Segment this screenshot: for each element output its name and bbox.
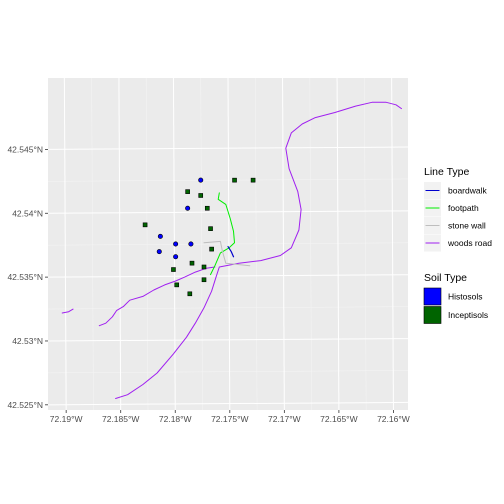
histosols-point <box>188 241 194 247</box>
x-tick-label: 72.185°W <box>102 414 139 424</box>
footpath-line <box>210 192 235 276</box>
stone-wall-line <box>203 240 251 267</box>
soil-type-legend-title: Soil Type <box>424 272 467 284</box>
major-grid-x <box>63 77 67 411</box>
x-tick-label: 72.165°W <box>320 414 357 424</box>
inceptisols-point <box>185 189 190 194</box>
x-tick-label: 72.19°W <box>50 414 83 424</box>
line-features <box>61 101 402 399</box>
inceptisols-point <box>174 282 180 288</box>
histosols-point <box>157 233 163 239</box>
major-grid-x <box>118 77 122 411</box>
woods-road-line <box>98 266 216 327</box>
boardwalk-line <box>227 246 235 258</box>
legend-label-histosols: Histosols <box>448 292 482 302</box>
inceptisols-point <box>171 267 176 272</box>
minor-grid-x <box>145 77 149 411</box>
inceptisols-point <box>250 177 256 183</box>
inceptisols-point <box>142 222 148 228</box>
legend-label-footpath: footpath <box>448 203 479 213</box>
histosols-point <box>173 254 179 260</box>
minor-grid-y <box>47 370 409 374</box>
y-tick-label: 42.54°N <box>12 208 43 218</box>
inceptisols-point <box>201 277 207 283</box>
major-grid-x <box>336 77 340 411</box>
x-tick-label: 72.18°W <box>159 414 192 424</box>
minor-grid-y <box>47 242 409 246</box>
major-grid-x <box>282 77 285 411</box>
inceptisols-legend-swatch <box>423 306 442 324</box>
line-type-legend: Line Type boardwalk footpath stone wall woo… <box>424 166 492 252</box>
minor-grid-x <box>91 77 94 411</box>
x-tick-label: 72.16°W <box>377 414 410 424</box>
x-tick-label: 72.175°W <box>211 414 248 424</box>
inceptisols-point <box>209 246 214 252</box>
inceptisols-point <box>201 264 207 270</box>
y-tick-label: 42.545°N <box>7 144 43 154</box>
histosols-point <box>185 205 191 211</box>
woods-road-line <box>115 101 402 399</box>
legend-label-woods-road: woods road <box>447 238 492 248</box>
soil-points <box>142 177 256 297</box>
legend-label-stone-wall: stone wall <box>448 221 486 231</box>
grid-lines <box>47 77 409 411</box>
y-tick-label: 42.525°N <box>7 400 43 410</box>
soil-type-legend: Soil Type Histosols Inceptisols <box>423 272 488 324</box>
axes: 72.19°W 72.185°W 72.18°W 72.175°W 72.17°W 72.… <box>7 144 409 424</box>
inceptisols-point <box>204 205 210 211</box>
inceptisols-point <box>198 193 204 198</box>
legend-label-boardwalk: boardwalk <box>448 186 487 196</box>
inceptisols-point <box>189 260 195 266</box>
major-grid-y <box>47 401 409 406</box>
woods-road-line <box>61 308 74 314</box>
major-grid-x <box>391 77 394 411</box>
legend-label-inceptisols: Inceptisols <box>448 310 488 320</box>
y-tick-label: 42.53°N <box>12 336 43 346</box>
histosols-point <box>198 177 204 183</box>
major-grid-x <box>227 77 231 411</box>
histosols-point <box>173 241 179 247</box>
major-grid-y <box>47 146 409 150</box>
x-tick-label: 72.17°W <box>268 414 301 424</box>
inceptisols-point <box>208 226 213 231</box>
minor-grid-y <box>47 306 409 310</box>
y-tick-label: 42.535°N <box>7 272 43 282</box>
line-type-legend-title: Line Type <box>424 166 470 178</box>
histosols-point <box>156 249 162 255</box>
histosols-legend-swatch <box>423 287 442 306</box>
minor-grid-x <box>309 77 312 411</box>
major-grid-y <box>47 338 409 342</box>
inceptisols-point <box>187 291 193 297</box>
minor-grid-x <box>364 77 367 411</box>
major-grid-y <box>47 274 409 278</box>
inceptisols-point <box>232 177 237 183</box>
minor-grid-y <box>47 178 409 182</box>
